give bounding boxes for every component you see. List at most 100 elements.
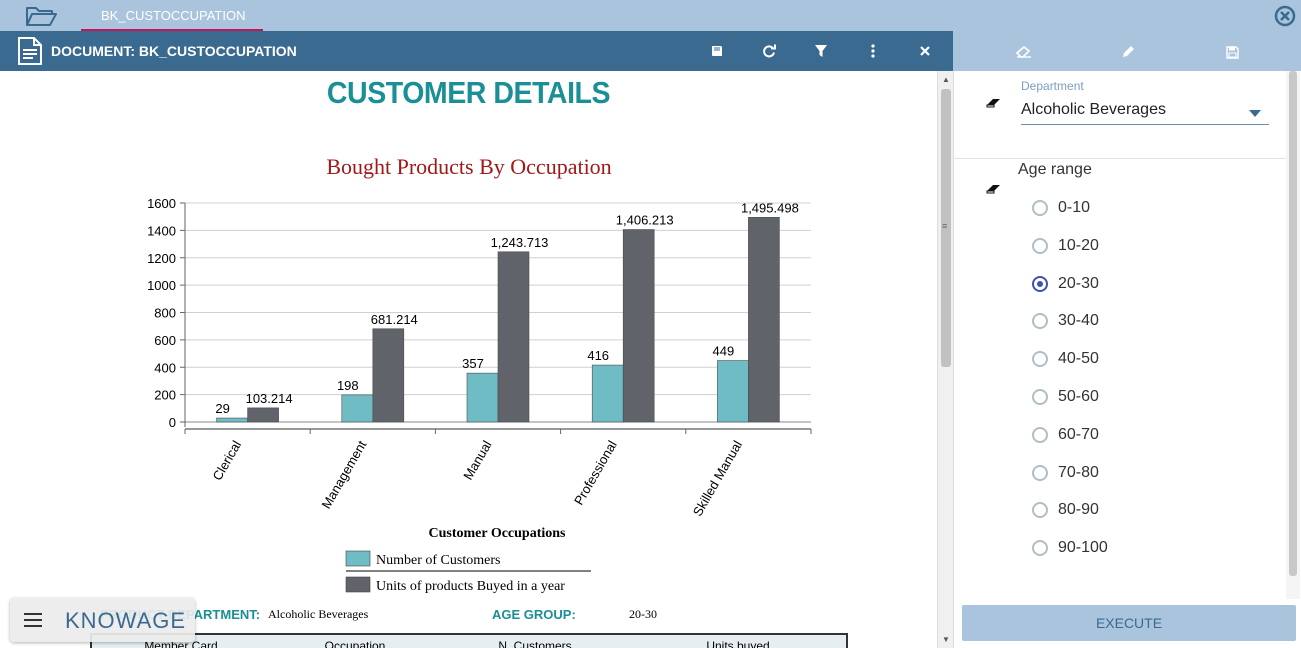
department-info-value: Alcoholic Beverages (268, 607, 369, 621)
open-folder-icon[interactable] (24, 4, 58, 28)
radio-label: 80-90 (1058, 501, 1099, 519)
radio-button[interactable] (1032, 464, 1048, 481)
document-toolbar: DOCUMENT: BK_CUSTOCCUPATION (0, 31, 953, 71)
bar-customers (591, 364, 624, 423)
bar-units (372, 328, 405, 423)
eraser-icon[interactable] (1014, 42, 1034, 62)
notes-book-icon[interactable] (706, 40, 728, 62)
document-icon (16, 36, 44, 66)
execute-button[interactable]: EXECUTE (962, 605, 1296, 641)
radio-button[interactable] (1032, 200, 1048, 216)
data-label: 1,243.713 (491, 235, 549, 250)
close-circle-icon[interactable] (1274, 5, 1296, 27)
radio-label: 70-80 (1058, 463, 1099, 481)
x-tick-label: Management (318, 438, 369, 512)
age-range-option-40-50[interactable]: 40-50 (1032, 348, 1099, 370)
close-icon[interactable] (914, 40, 936, 62)
data-label: 1,406.213 (616, 213, 674, 228)
bar-customers (216, 417, 248, 423)
data-label: 416 (587, 348, 609, 363)
filter-panel-toolbar (953, 31, 1301, 71)
data-label: 1,495.498 (741, 200, 799, 215)
bar-units (247, 407, 279, 423)
column-header-units: Units buyed (706, 639, 770, 648)
resize-grip-icon[interactable]: ≡ (942, 221, 948, 231)
filter-icon[interactable] (810, 40, 832, 62)
scrollbar-thumb[interactable] (941, 89, 951, 367)
column-header-customers: N. Customers (498, 639, 572, 648)
radio-label: 90-100 (1058, 539, 1108, 557)
save-icon[interactable] (1222, 42, 1242, 62)
y-tick-label: 1400 (147, 223, 176, 238)
age-group-info-label: AGE GROUP: (492, 607, 576, 622)
age-range-option-20-30[interactable]: 20-30 (1032, 273, 1099, 295)
knowage-logo: KNOWAGE (65, 608, 187, 633)
age-range-option-70-80[interactable]: 70-80 (1032, 462, 1099, 484)
radio-button[interactable] (1032, 540, 1048, 557)
age-range-option-50-60[interactable]: 50-60 (1032, 386, 1099, 408)
tab-document[interactable]: BK_CUSTOCCUPATION (81, 0, 263, 31)
bar-units (622, 229, 655, 423)
bar-customers (717, 360, 749, 423)
report-title: CUSTOMER DETAILS (326, 75, 611, 110)
x-tick-label: Professional (571, 438, 620, 508)
age-range-option-90-100[interactable]: 90-100 (1032, 537, 1108, 559)
data-label: 29 (215, 401, 229, 416)
age-range-label: Age range (1018, 161, 1092, 178)
radio-button[interactable] (1032, 351, 1048, 368)
legend-swatch (345, 550, 371, 567)
top-tab-bar: BK_CUSTOCCUPATION (0, 0, 1301, 31)
age-range-option-80-90[interactable]: 80-90 (1032, 499, 1099, 521)
bar-units (748, 217, 780, 423)
tab-label: BK_CUSTOCCUPATION (101, 8, 246, 23)
radio-label: 50-60 (1058, 388, 1099, 405)
document-title: DOCUMENT: BK_CUSTOCCUPATION (51, 43, 297, 59)
age-range-option-60-70[interactable]: 60-70 (1032, 424, 1099, 446)
department-select[interactable]: Alcoholic Beverages (1021, 101, 1269, 125)
radio-label: 60-70 (1058, 425, 1099, 443)
scroll-down-arrow-icon[interactable]: ▼ (942, 635, 950, 644)
age-range-option-10-20[interactable]: 10-20 (1032, 235, 1099, 257)
data-label: 449 (713, 344, 735, 359)
data-label: 357 (462, 356, 484, 371)
filter-panel-scrollbar[interactable] (1286, 71, 1300, 599)
edit-pencil-icon[interactable] (1118, 42, 1138, 62)
bar-customers (466, 372, 499, 423)
scroll-up-arrow-icon[interactable]: ▲ (942, 75, 950, 84)
radio-label: 40-50 (1058, 350, 1099, 368)
age-range-option-0-10[interactable]: 0-10 (1032, 197, 1090, 219)
data-label: 198 (337, 378, 359, 393)
data-label: 103.214 (246, 391, 293, 406)
age-range-option-30-40[interactable]: 30-40 (1032, 310, 1099, 332)
column-header-member-card: Member Card (144, 639, 218, 648)
radio-label: 30-40 (1058, 312, 1099, 330)
hamburger-menu-icon[interactable] (23, 612, 43, 628)
department-label: Department (1021, 79, 1084, 93)
y-tick-label: 1200 (147, 251, 176, 266)
radio-button[interactable] (1032, 502, 1048, 519)
legend-label: Number of Customers (376, 553, 500, 568)
radio-button[interactable] (1032, 275, 1048, 292)
filter-scrollbar-thumb[interactable] (1289, 71, 1297, 576)
x-tick-label: Manual (460, 438, 494, 483)
dropdown-caret-icon[interactable] (1249, 110, 1261, 117)
more-vertical-icon[interactable] (862, 40, 884, 62)
radio-label: 10-20 (1058, 236, 1099, 254)
radio-button[interactable] (1032, 389, 1048, 405)
bar-chart: Bought Products By Occupation 0 200 400 600… (147, 154, 812, 594)
radio-label: 20-30 (1058, 274, 1099, 292)
report-scrollbar[interactable]: ▲ ≡ ▼ (937, 71, 953, 648)
y-tick-label: 200 (154, 388, 176, 403)
clear-department-eraser-icon[interactable] (986, 95, 1004, 109)
radio-button[interactable] (1032, 313, 1048, 330)
legend-swatch (345, 576, 371, 593)
refresh-icon[interactable] (758, 40, 780, 62)
legend-label: Units of products Buyed in a year (376, 579, 565, 594)
y-tick-label: 600 (154, 333, 176, 348)
department-selected-value: Alcoholic Beverages (1021, 101, 1166, 118)
column-header-occupation: Occupation (324, 639, 386, 648)
clear-age-range-eraser-icon[interactable] (986, 181, 1004, 195)
x-tick-label: Clerical (210, 438, 245, 483)
radio-button[interactable] (1032, 237, 1048, 254)
radio-button[interactable] (1032, 426, 1048, 443)
